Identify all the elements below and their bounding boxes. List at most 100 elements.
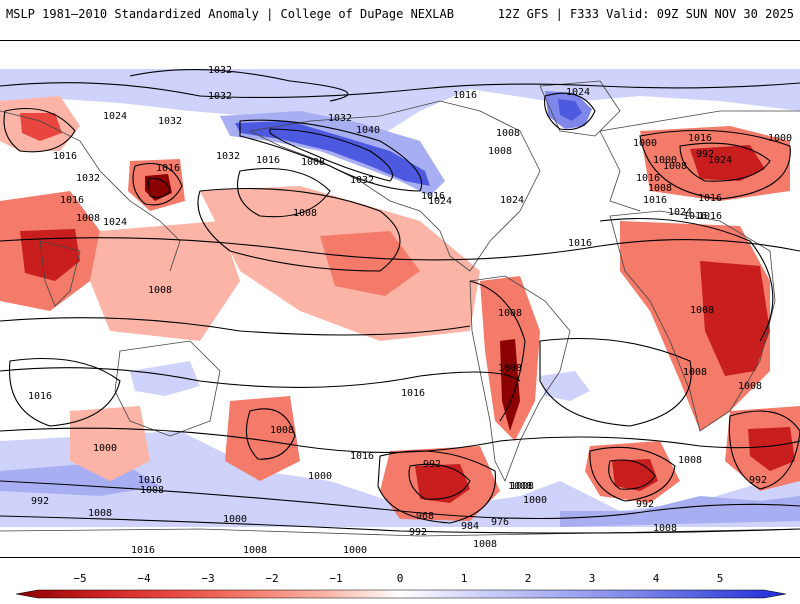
colorbar-tick-label: −4	[137, 572, 151, 585]
isobar-label: 1008	[488, 146, 512, 157]
isobar-label: 1024	[708, 155, 732, 166]
isobar-label: 1008	[498, 363, 522, 374]
isobar-label: 1008	[148, 285, 172, 296]
isobar-1008-tropics	[0, 317, 471, 336]
isobar-europe-low	[639, 129, 791, 200]
australia-coast	[114, 340, 221, 437]
isobar-south-atlantic-low	[589, 446, 676, 502]
isobar-label: 1032	[158, 116, 182, 127]
andes-core	[500, 339, 520, 431]
europe-asia-coast	[0, 110, 800, 272]
isobar-label: 1008	[648, 183, 672, 194]
coastlines	[0, 80, 800, 537]
isobar-label: 1024	[428, 196, 452, 207]
isobar-south-pacific-inner	[408, 463, 471, 500]
isobar-label: 1000	[343, 545, 367, 556]
west-asia-core	[20, 113, 62, 141]
isobar-label: 1000	[308, 471, 332, 482]
isobar-label: 1024	[566, 87, 590, 98]
north-america-coast	[248, 100, 541, 272]
isobar-label: 1016	[688, 133, 712, 144]
isobar-japan-typhoon	[132, 162, 183, 206]
south-america-coast	[469, 275, 571, 482]
colorbar-tick-label: 0	[396, 572, 404, 585]
isobar-label: 976	[491, 517, 509, 528]
isobar-label: 1008	[473, 539, 497, 550]
isobar-label: 1008	[690, 305, 714, 316]
isobar-label: 1024	[103, 217, 127, 228]
isobar-label: 1008	[243, 545, 267, 556]
isobar-label: 1032	[350, 175, 374, 186]
isobar-1040	[269, 128, 394, 182]
isobar-label: 1008	[88, 508, 112, 519]
north-blue-band	[0, 69, 800, 136]
isobar-label: 1016	[401, 388, 425, 399]
isobar-label: 1016	[156, 163, 180, 174]
europe-core	[690, 145, 765, 181]
isobar-label: 1016	[453, 90, 477, 101]
colorbar-tick-label: 1	[460, 572, 468, 585]
isobar-1016-south	[0, 367, 521, 388]
colorbar-tick-label: −3	[201, 572, 215, 585]
isobar-south-atlantic-inner	[608, 459, 656, 490]
isobar-pacific-high	[236, 168, 331, 218]
isobar-label: 1008	[498, 308, 522, 319]
colorbar-tick-label: 3	[588, 572, 596, 585]
arctic-band	[0, 41, 800, 69]
isobar-label: 1000	[223, 514, 247, 525]
isobar-japan-inner	[147, 177, 171, 199]
isobar-1000-south	[0, 427, 800, 453]
isobar-south-indian-inner	[245, 408, 296, 460]
negative-anomaly-regions	[0, 96, 800, 521]
isobar-label: 1016	[643, 195, 667, 206]
se-asia-red	[90, 221, 240, 341]
isobar-label: 992	[696, 149, 714, 160]
map-title: MSLP 1981–2010 Standardized Anomaly | Co…	[6, 7, 454, 21]
colorbar-strip	[15, 589, 787, 599]
isobar-label: 1032	[216, 151, 240, 162]
isobar-label: 1016	[636, 173, 660, 184]
isobar-1016-antarctic	[0, 515, 800, 534]
isobar-label: 1008	[76, 213, 100, 224]
colorbar-tick-label: 2	[524, 572, 532, 585]
greenland-coast	[539, 80, 621, 137]
isobar-label: 1008	[663, 161, 687, 172]
isobar-label: 1016	[683, 211, 707, 222]
africa-core	[700, 261, 770, 376]
isobar-label: 1016	[698, 211, 722, 222]
south-pacific-core	[415, 464, 470, 503]
antarctica-coast	[0, 528, 800, 537]
isobar-label: 1008	[738, 381, 762, 392]
isobar-label: 992	[409, 527, 427, 538]
alaska-core	[235, 121, 430, 186]
isobar-label: 992	[636, 499, 654, 510]
isobar-label: 968	[416, 511, 434, 522]
isobars	[0, 69, 800, 534]
isobar-label: 1008	[653, 523, 677, 534]
isobar-label: 1016	[138, 475, 162, 486]
isobar-label: 1032	[76, 173, 100, 184]
isobar-label: 1008	[510, 481, 534, 492]
isobar-1032-alaska	[239, 119, 423, 192]
isobar-label: 1000	[653, 155, 677, 166]
isobar-label: 1032	[208, 91, 232, 102]
isobar-label: 1008	[683, 367, 707, 378]
anomaly-map: 1032 1032 1024 1032 1016 1016 1032 1016 1008 1024…	[0, 40, 800, 558]
isobar-label: 1024	[103, 111, 127, 122]
isobar-label: 1000	[523, 495, 547, 506]
colorbar-tick-label: 4	[652, 572, 660, 585]
south-pacific-blue-1	[0, 431, 800, 527]
colorbar-tick-label: −5	[73, 572, 87, 585]
isobar-label: 992	[749, 475, 767, 486]
colorbar-graphic	[15, 589, 787, 599]
isobar-label: 1008	[293, 208, 317, 219]
isobar-label: 1040	[356, 125, 380, 136]
south-blue-3	[560, 496, 800, 527]
isobar-label: 1008	[508, 481, 532, 492]
greenland-core	[558, 99, 582, 121]
isobar-label: 1024	[500, 195, 524, 206]
isobar-west-asia	[3, 108, 76, 153]
isobar-label: 1016	[568, 238, 592, 249]
isobar-europe-992	[679, 142, 771, 182]
